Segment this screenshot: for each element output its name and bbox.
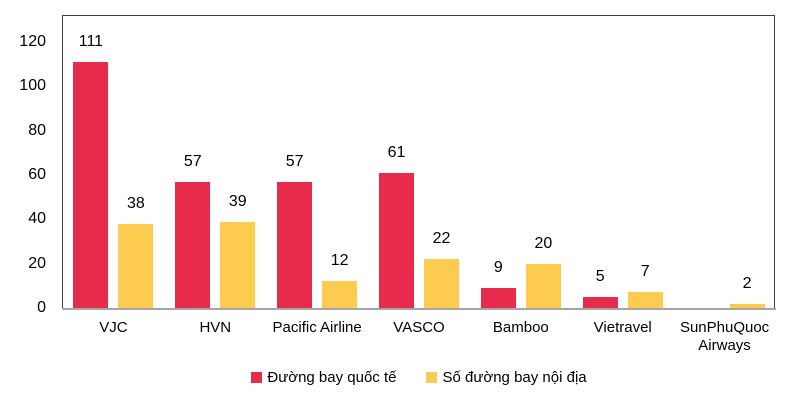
category-label: SunPhuQuoc Airways <box>679 319 770 354</box>
value-label: 57 <box>183 152 202 170</box>
bar-international <box>175 181 211 308</box>
bar-domestic <box>424 259 459 308</box>
legend-item-international: Đường bay quốc tế <box>251 369 396 386</box>
value-label: 38 <box>127 194 145 212</box>
legend: Đường bay quốc tế Số đường bay nội địa <box>62 369 776 386</box>
legend-swatch-icon <box>426 372 438 383</box>
y-axis-tick-label: 40 <box>28 210 46 228</box>
y-axis-tick-label: 20 <box>28 254 46 272</box>
legend-label: Đường bay quốc tế <box>267 369 397 386</box>
bar-international <box>480 288 516 308</box>
bar-domestic <box>322 281 358 308</box>
y-axis-tick-label: 0 <box>37 299 46 316</box>
bar-domestic <box>729 303 765 308</box>
category-label: Pacific Airline <box>272 319 362 336</box>
value-label: 22 <box>432 230 451 248</box>
category-label: HVN <box>199 319 232 336</box>
value-label: 61 <box>387 143 406 161</box>
bar-international <box>277 181 313 308</box>
legend-label: Số đường bay nội địa <box>442 369 587 386</box>
bar-international <box>73 61 109 308</box>
bar-domestic <box>118 223 154 308</box>
value-label: 20 <box>534 234 553 252</box>
bar-international <box>379 172 414 308</box>
bar-domestic <box>220 221 256 308</box>
y-axis-tick-label: 100 <box>19 77 46 95</box>
value-label: 7 <box>640 263 650 281</box>
y-axis-tick-label: 80 <box>28 121 46 139</box>
value-label: 9 <box>493 259 503 277</box>
value-label: 39 <box>228 192 247 210</box>
y-axis-tick-label: 60 <box>28 166 46 183</box>
value-label: 12 <box>330 252 349 270</box>
y-axis-tick-label: 120 <box>19 33 46 50</box>
category-label: VJC <box>99 319 128 336</box>
value-label: 2 <box>742 274 752 292</box>
value-label: 57 <box>285 152 304 170</box>
bar-domestic <box>525 263 561 308</box>
bar-domestic <box>627 292 663 308</box>
legend-item-domestic: Số đường bay nội địa <box>426 369 587 386</box>
value-label: 111 <box>78 32 104 50</box>
category-label: Bamboo <box>492 319 549 336</box>
x-axis-line <box>62 308 776 310</box>
category-label: Vietravel <box>593 319 652 336</box>
category-label: VASCO <box>393 319 445 336</box>
bar-international <box>582 296 618 308</box>
legend-swatch-icon <box>251 372 263 383</box>
value-label: 5 <box>595 267 605 285</box>
